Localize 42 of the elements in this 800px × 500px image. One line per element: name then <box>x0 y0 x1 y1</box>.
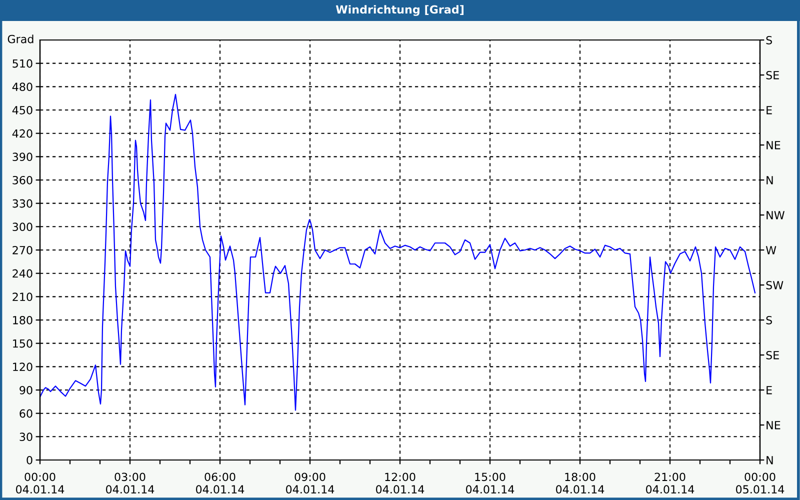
category-label: S <box>766 36 772 44</box>
category-label: S <box>766 316 772 324</box>
y-tick-label: 330 <box>12 199 32 208</box>
y-tick-label: 300 <box>12 222 32 232</box>
y-tick-label: 510 <box>12 59 32 68</box>
category-label: SE <box>766 70 779 80</box>
y-tick-label: 360 <box>12 176 32 184</box>
x-tick-label: 09:00 04.01.14 <box>286 472 334 494</box>
x-tick-label: 21:00 04.01.14 <box>646 472 694 494</box>
category-label: N <box>766 456 773 464</box>
y-tick-label: 270 <box>12 246 32 254</box>
x-tick-label: 15:00 04.01.14 <box>466 472 514 494</box>
y-tick-label: 240 <box>12 269 32 278</box>
y-tick-label: 60 <box>20 409 32 418</box>
category-label: E <box>766 386 772 394</box>
category-label: NE <box>766 421 780 430</box>
x-tick-label: 03:00 04.01.14 <box>106 472 154 494</box>
y-tick-label: 390 <box>12 152 32 162</box>
category-label: NE <box>766 141 780 150</box>
x-tick-label: 00:00 05.01.14 <box>736 472 784 494</box>
chart-title: Windrichtung [Grad] <box>336 5 464 16</box>
y-tick-label: 450 <box>12 106 32 114</box>
y-tick-label: 480 <box>12 82 32 92</box>
y-tick-label: 0 <box>26 456 32 464</box>
y-tick-label: 120 <box>13 362 32 372</box>
category-label: N <box>766 176 773 184</box>
y-tick-label: 210 <box>12 292 32 302</box>
y-tick-label: 420 <box>12 129 32 138</box>
y-axis-title: Grad <box>8 34 34 44</box>
x-tick-label: 06:00 04.01.14 <box>196 472 244 494</box>
category-label: W <box>766 246 776 254</box>
y-tick-label: 30 <box>20 432 32 442</box>
y-tick-label: 90 <box>20 386 32 394</box>
x-tick-label: 12:00 04.01.14 <box>376 472 424 494</box>
y-tick-label: 150 <box>13 339 32 348</box>
x-tick-label: 18:00 04.01.14 <box>556 472 604 494</box>
x-tick-label: 00:00 04.01.14 <box>16 472 64 494</box>
category-label: NW <box>766 211 784 220</box>
category-label: E <box>766 106 772 114</box>
y-tick-label: 180 <box>13 316 32 324</box>
category-label: SW <box>766 280 784 290</box>
category-label: SE <box>766 350 779 360</box>
